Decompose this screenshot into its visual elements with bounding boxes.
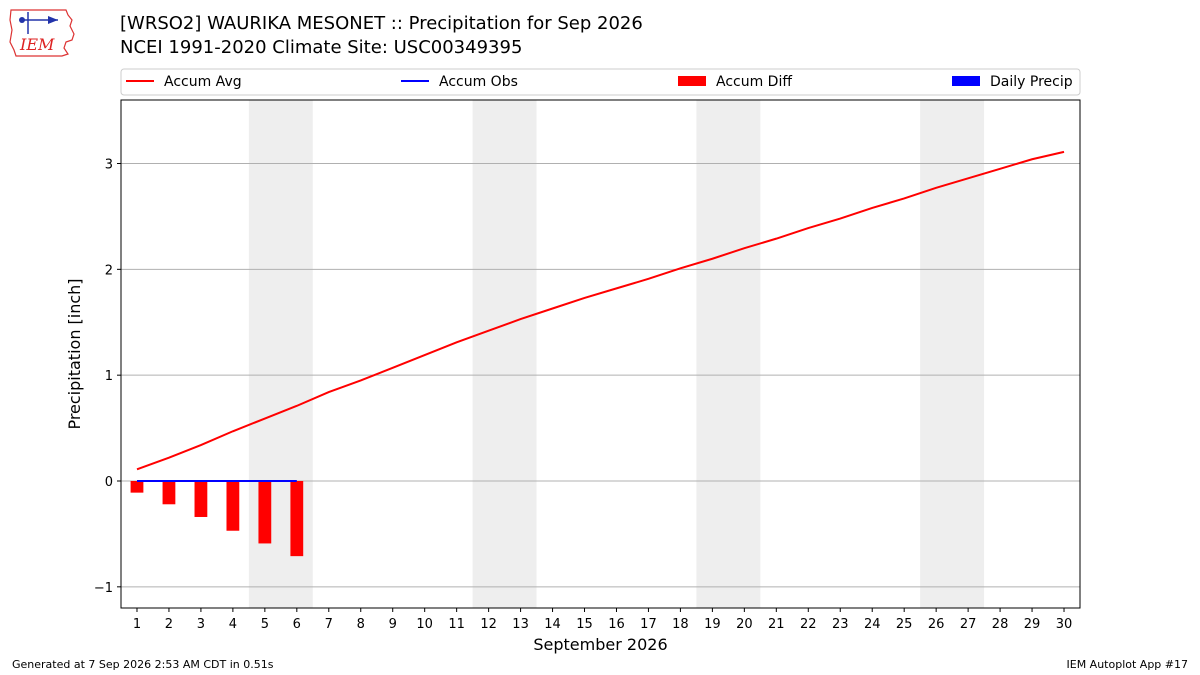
logo-text: IEM: [19, 35, 55, 54]
x-axis-ticks: 1 2 3 4 5 6 7 8 9 10 11 12 13 14 15 16 17 18 19 20 21 22 23 24 2…: [133, 608, 1072, 632]
legend-label: Accum Avg: [164, 74, 242, 90]
accum-avg-line: [136, 150, 1065, 471]
diff-bar: [194, 481, 208, 517]
x-tick-label: 25: [896, 617, 913, 632]
x-tick-label: 14: [544, 617, 561, 632]
x-tick-label: 26: [928, 617, 945, 632]
legend-daily-precip: Daily Precip: [952, 74, 1073, 90]
x-tick-label: 19: [704, 617, 721, 632]
legend-label: Accum Obs: [439, 74, 518, 90]
y-tick-label: 2: [105, 263, 113, 278]
diff-bar: [258, 481, 272, 544]
y-axis-ticks: −1 0 1 2 3: [94, 158, 121, 596]
x-tick-label: 17: [640, 617, 657, 632]
x-tick-label: 1: [133, 617, 141, 632]
iem-logo: IEM: [9, 9, 75, 57]
weekend-band: [920, 100, 985, 608]
x-tick-label: 5: [261, 617, 269, 632]
legend-label: Daily Precip: [990, 74, 1073, 90]
x-tick-label: 21: [768, 617, 785, 632]
x-tick-label: 13: [512, 617, 529, 632]
y-tick-label: 3: [105, 158, 113, 173]
plot-frame: [120, 99, 1081, 609]
x-tick-label: 24: [864, 617, 881, 632]
legend-swatch: [952, 76, 980, 86]
x-tick-label: 8: [357, 617, 365, 632]
app-id: IEM Autoplot App #17: [1066, 658, 1189, 671]
x-tick-label: 28: [992, 617, 1009, 632]
weekend-band: [696, 100, 761, 608]
x-tick-label: 22: [800, 617, 817, 632]
x-tick-label: 20: [736, 617, 753, 632]
x-tick-label: 15: [576, 617, 593, 632]
x-tick-label: 9: [389, 617, 397, 632]
weekend-band: [472, 100, 537, 608]
diff-bar: [130, 481, 144, 493]
diff-bar: [162, 481, 176, 505]
y-tick-label: −1: [94, 581, 113, 596]
legend-accum-obs: Accum Obs: [401, 74, 518, 90]
diff-bars: [130, 481, 304, 557]
generated-timestamp: Generated at 7 Sep 2026 2:53 AM CDT in 0…: [12, 658, 274, 671]
x-tick-label: 6: [293, 617, 301, 632]
x-tick-label: 7: [325, 617, 333, 632]
x-tick-label: 10: [416, 617, 433, 632]
chart-title: [WRSO2] WAURIKA MESONET :: Precipitation…: [120, 13, 643, 34]
x-tick-label: 11: [448, 617, 465, 632]
legend-swatch: [678, 76, 706, 86]
x-tick-label: 18: [672, 617, 689, 632]
diff-bar: [226, 481, 240, 531]
x-axis-label: September 2026: [533, 635, 667, 654]
x-tick-label: 4: [229, 617, 237, 632]
weekend-shading: [248, 100, 985, 608]
chart-subtitle: NCEI 1991-2020 Climate Site: USC00349395: [120, 37, 523, 58]
series-lines: [136, 150, 1065, 482]
y-axis-label: Precipitation [inch]: [65, 278, 84, 429]
x-tick-label: 29: [1024, 617, 1041, 632]
legend: Accum Avg Accum Obs Accum Diff Daily Precip: [120, 68, 1081, 96]
x-tick-label: 27: [960, 617, 977, 632]
x-tick-label: 16: [608, 617, 625, 632]
x-tick-label: 23: [832, 617, 849, 632]
x-tick-label: 2: [165, 617, 173, 632]
y-tick-label: 0: [105, 475, 113, 490]
x-tick-label: 30: [1056, 617, 1073, 632]
x-tick-label: 12: [480, 617, 497, 632]
diff-bar: [290, 481, 304, 557]
x-tick-label: 3: [197, 617, 205, 632]
legend-accum-diff: Accum Diff: [678, 74, 792, 90]
legend-label: Accum Diff: [716, 74, 792, 90]
legend-frame: [120, 68, 1081, 96]
y-tick-label: 1: [105, 369, 113, 384]
legend-accum-avg: Accum Avg: [126, 74, 242, 90]
